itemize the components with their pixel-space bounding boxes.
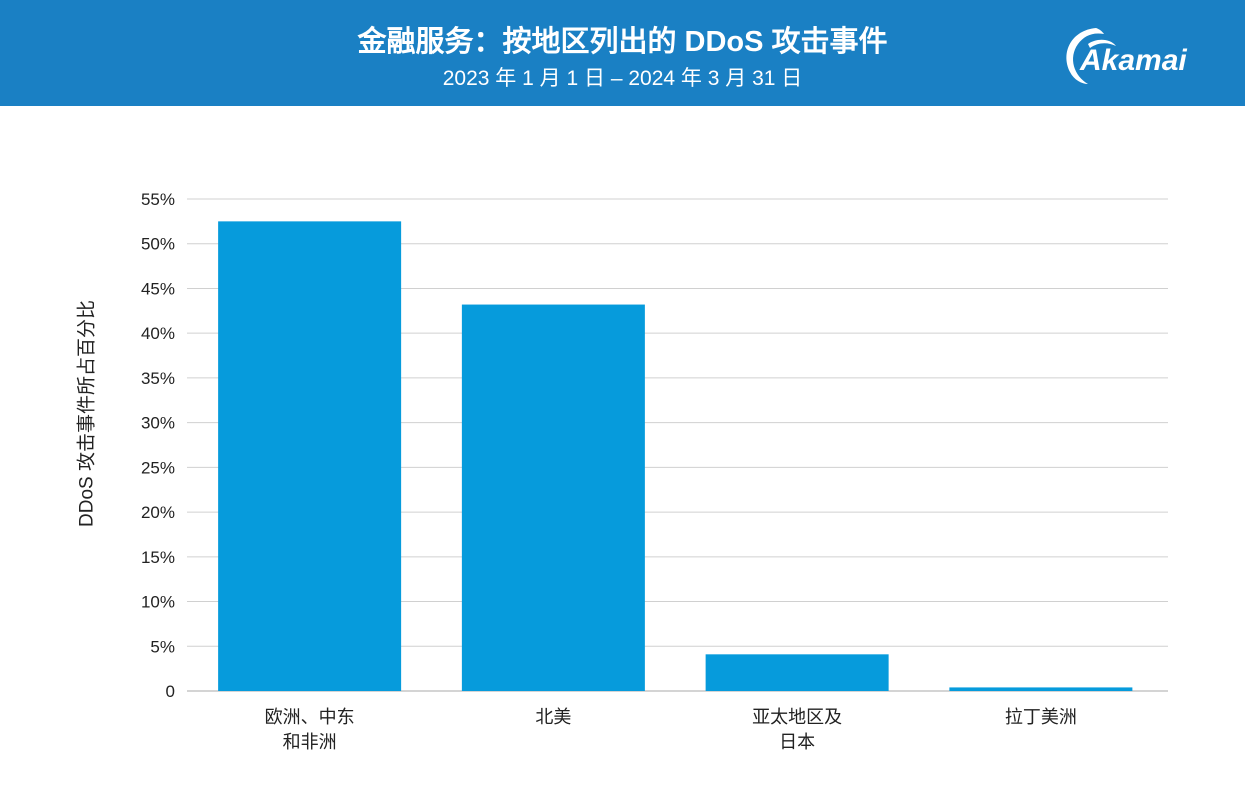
y-tick-label: 30% — [141, 414, 175, 433]
y-tick-label: 40% — [141, 324, 175, 343]
y-tick-label: 5% — [150, 637, 175, 656]
x-tick-label: 欧洲、中东 — [265, 707, 355, 727]
y-tick-label: 15% — [141, 548, 175, 567]
logo-text: Akamai — [1080, 44, 1187, 77]
x-tick-label: 日本 — [779, 732, 815, 752]
bar — [218, 221, 402, 691]
bar — [705, 654, 889, 691]
x-tick-label: 北美 — [535, 707, 571, 727]
bar — [949, 687, 1133, 691]
y-tick-label: 50% — [141, 235, 175, 254]
chart-subtitle: 2023 年 1 月 1 日 – 2024 年 3 月 31 日 — [442, 67, 803, 90]
chart-title: 金融服务：按地区列出的 DDoS 攻击事件 — [357, 26, 888, 58]
x-tick-label: 拉丁美洲 — [1005, 707, 1077, 727]
y-tick-label: 10% — [141, 593, 175, 612]
x-tick-label: 亚太地区及 — [752, 707, 842, 727]
y-tick-label: 45% — [141, 279, 175, 298]
y-tick-label: 20% — [141, 503, 175, 522]
akamai-wave-icon — [1066, 28, 1116, 84]
y-tick-label: 0 — [166, 682, 175, 701]
y-tick-label: 25% — [141, 458, 175, 477]
akamai-logo: Akamai — [1058, 22, 1208, 87]
bar — [461, 304, 645, 691]
header-banner: 金融服务：按地区列出的 DDoS 攻击事件 2023 年 1 月 1 日 – 2… — [0, 0, 1245, 106]
y-tick-label: 55% — [141, 190, 175, 209]
x-tick-label: 和非洲 — [283, 732, 337, 752]
y-tick-label: 35% — [141, 369, 175, 388]
